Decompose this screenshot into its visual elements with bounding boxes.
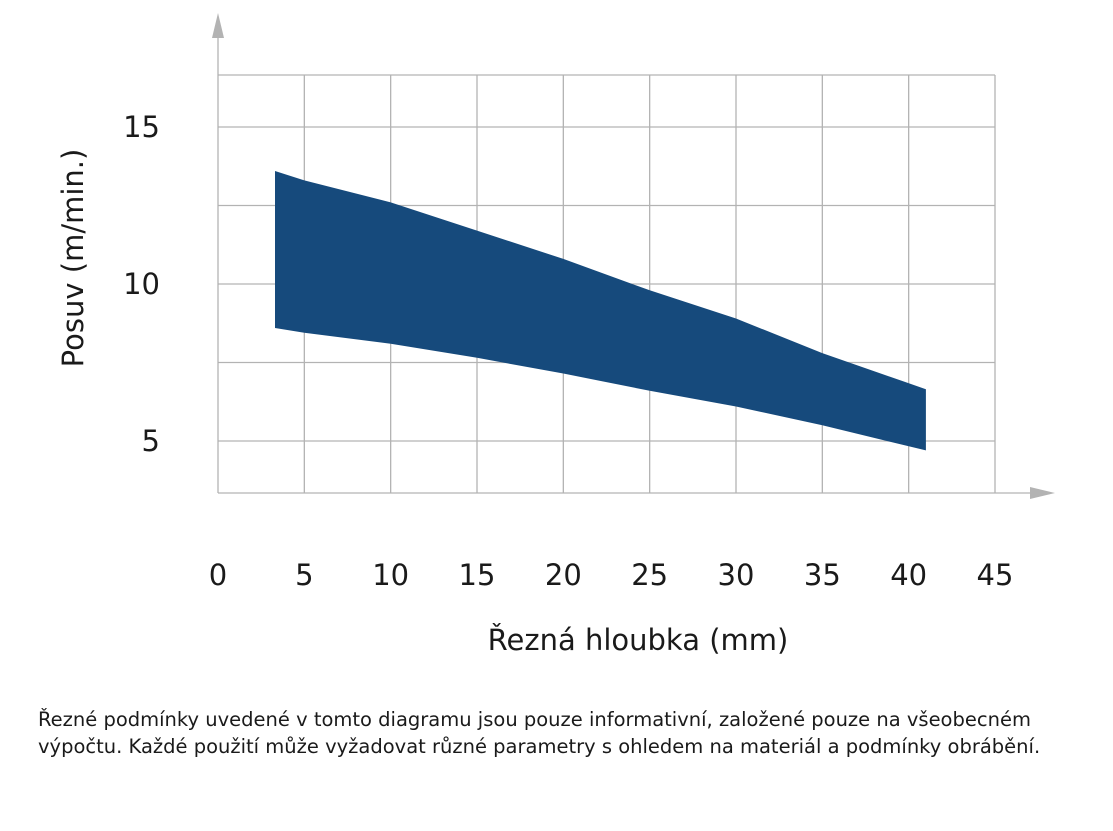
x-tick-label: 40	[890, 558, 927, 592]
x-tick-label: 0	[209, 558, 227, 592]
disclaimer-note: Řezné podmínky uvedené v tomto diagramu …	[38, 708, 1041, 758]
y-tick-label: 5	[142, 424, 160, 458]
y-tick-label: 10	[123, 267, 160, 301]
x-tick-label: 30	[718, 558, 755, 592]
x-tick-label: 20	[545, 558, 582, 592]
y-tick-label: 15	[123, 110, 160, 144]
chart-bands	[275, 171, 926, 451]
x-tick-labels: 0 5 10 15 20 25 30 35 40 45	[209, 558, 1014, 592]
y-axis-arrow	[212, 13, 224, 38]
y-tick-labels: 5 10 15	[123, 110, 160, 458]
x-tick-label: 15	[459, 558, 496, 592]
x-tick-label: 35	[804, 558, 841, 592]
x-axis-label: Řezná hloubka (mm)	[488, 623, 789, 657]
chart-axes	[212, 13, 1055, 499]
x-tick-label: 10	[372, 558, 409, 592]
x-tick-label: 45	[977, 558, 1014, 592]
x-tick-label: 5	[295, 558, 313, 592]
x-axis-arrow	[1030, 487, 1055, 499]
feed-rate-chart: 0 5 10 15 20 25 30 35 40 45 5 10 15 Řezná hloubka (…	[56, 13, 1055, 657]
feed-range-band	[275, 171, 926, 451]
y-axis-label: Posuv (m/min.)	[56, 149, 90, 368]
x-tick-label: 25	[631, 558, 668, 592]
